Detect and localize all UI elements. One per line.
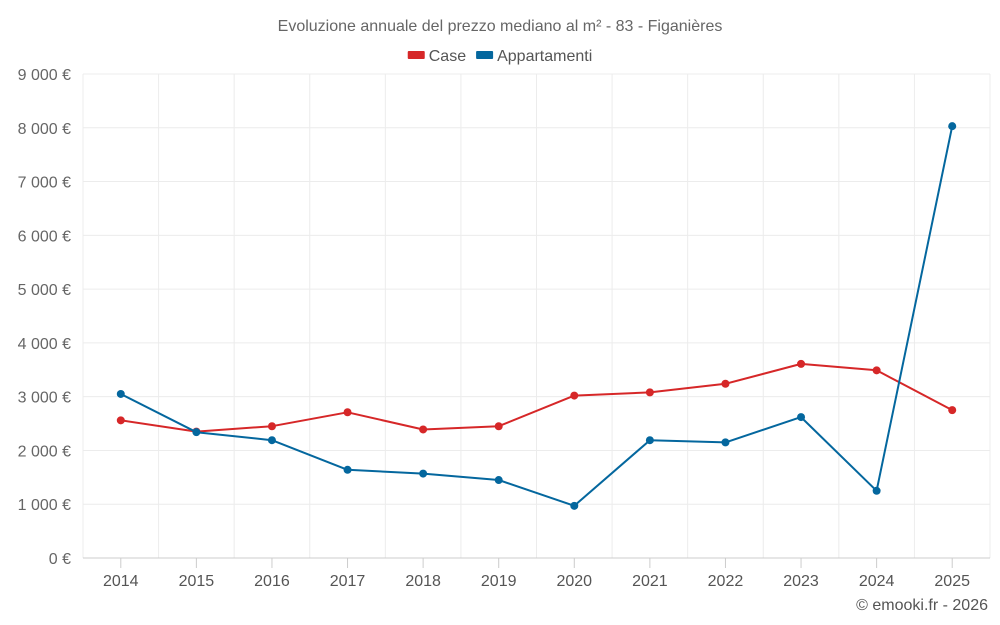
point-appartamenti-2015[interactable]: [192, 428, 201, 437]
y-tick-label: 2 000 €: [18, 443, 71, 460]
point-case-2023[interactable]: [797, 359, 806, 368]
y-tick-label: 8 000 €: [18, 121, 71, 138]
x-tick-label-2016: 2016: [254, 573, 290, 590]
y-axis: 0 € 1 000 € 2 000 € 3 000 € 4 000 € 5 000 € 6 …: [18, 67, 71, 568]
x-tick-label-2014: 2014: [103, 573, 139, 590]
series-line-appartamenti: [120, 125, 954, 507]
point-appartamenti-2025[interactable]: [948, 122, 957, 131]
x-tick-label-2015: 2015: [179, 573, 215, 590]
plot-area: [116, 122, 957, 510]
y-tick-label: 6 000 €: [18, 228, 71, 245]
y-tick-label: 3 000 €: [18, 390, 71, 407]
legend-swatch-appartamenti: [476, 51, 494, 59]
point-case-2020[interactable]: [570, 391, 579, 400]
point-case-2018[interactable]: [419, 425, 428, 434]
legend-label-case: Case: [429, 48, 466, 65]
y-tick-label: 4 000 €: [18, 336, 71, 353]
x-tick-label-2017: 2017: [330, 573, 366, 590]
x-axis: 2014 2015 2016 2017 2018 2019 2020 2021 2022 2023…: [83, 557, 990, 590]
legend-item-case[interactable]: Case: [407, 48, 466, 65]
point-appartamenti-2023[interactable]: [797, 413, 806, 422]
point-appartamenti-2020[interactable]: [570, 501, 579, 510]
point-case-2025[interactable]: [948, 406, 957, 415]
point-appartamenti-2022[interactable]: [721, 438, 730, 447]
point-appartamenti-2021[interactable]: [645, 436, 654, 445]
x-tick-label-2018: 2018: [405, 573, 441, 590]
point-case-2014[interactable]: [116, 416, 125, 425]
y-tick-label: 9 000 €: [18, 67, 71, 84]
legend[interactable]: Case Appartamenti: [407, 48, 593, 65]
chart-grid: [82, 73, 991, 559]
point-appartamenti-2024[interactable]: [872, 486, 881, 495]
point-appartamenti-2014[interactable]: [116, 389, 125, 398]
legend-item-appartamenti[interactable]: Appartamenti: [476, 48, 592, 65]
x-tick-label-2024: 2024: [859, 573, 895, 590]
point-appartamenti-2018[interactable]: [419, 469, 428, 478]
point-case-2019[interactable]: [494, 422, 503, 431]
y-tick-label: 0 €: [49, 551, 71, 568]
series-line-case: [120, 362, 953, 433]
legend-label-appartamenti: Appartamenti: [497, 48, 592, 65]
series-appartamenti: [116, 122, 957, 510]
x-tick-label-2020: 2020: [556, 573, 592, 590]
x-tick-label-2023: 2023: [783, 573, 819, 590]
point-case-2017[interactable]: [343, 408, 352, 417]
point-appartamenti-2019[interactable]: [494, 476, 503, 485]
point-case-2024[interactable]: [872, 366, 881, 375]
chart-title: Evoluzione annuale del prezzo mediano al…: [278, 18, 723, 35]
credit-text: © emooki.fr - 2026: [856, 597, 988, 614]
point-appartamenti-2016[interactable]: [267, 436, 276, 445]
y-tick-label: 1 000 €: [18, 497, 71, 514]
x-tick-label-2019: 2019: [481, 573, 517, 590]
x-tick-label-2022: 2022: [708, 573, 744, 590]
point-appartamenti-2017[interactable]: [343, 465, 352, 474]
y-tick-label: 7 000 €: [18, 175, 71, 192]
x-tick-label-2021: 2021: [632, 573, 668, 590]
x-tick-label-2025: 2025: [934, 573, 970, 590]
y-tick-label: 5 000 €: [18, 282, 71, 299]
point-case-2021[interactable]: [645, 388, 654, 397]
legend-swatch-case: [407, 51, 425, 59]
point-case-2022[interactable]: [721, 379, 730, 388]
point-case-2016[interactable]: [267, 422, 276, 431]
